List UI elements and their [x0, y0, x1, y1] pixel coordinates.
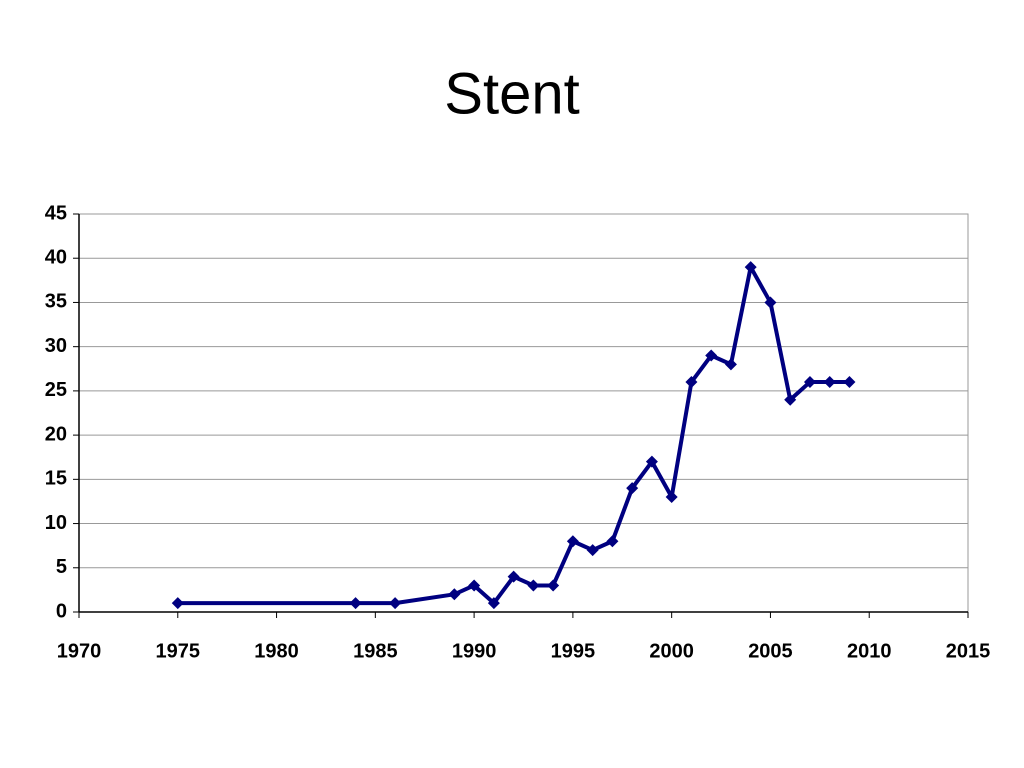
data-marker — [507, 570, 520, 583]
y-tick-label: 45 — [45, 202, 67, 224]
data-marker — [566, 535, 579, 548]
data-marker — [685, 376, 698, 389]
y-tick-label: 10 — [45, 512, 67, 534]
data-marker — [823, 376, 836, 389]
data-marker — [744, 261, 757, 274]
data-marker — [724, 358, 737, 371]
y-tick-label: 30 — [45, 335, 67, 357]
x-tick-label: 1970 — [57, 640, 102, 662]
x-tick-label: 2000 — [649, 640, 694, 662]
data-marker — [547, 579, 560, 592]
y-tick-label: 20 — [45, 423, 67, 445]
x-tick-label: 1985 — [353, 640, 398, 662]
x-tick-label: 1975 — [156, 640, 201, 662]
data-marker — [705, 349, 718, 362]
data-marker — [626, 482, 639, 495]
data-marker — [803, 376, 816, 389]
x-tick-label: 1990 — [452, 640, 497, 662]
data-marker — [764, 296, 777, 309]
y-tick-label: 40 — [45, 247, 67, 269]
data-marker — [487, 597, 500, 610]
y-tick-label: 15 — [45, 468, 67, 490]
chart-title: Stent — [444, 61, 579, 126]
x-tick-label: 1995 — [551, 640, 596, 662]
data-marker — [665, 491, 678, 504]
y-tick-label: 25 — [45, 379, 67, 401]
x-tick-label: 2015 — [946, 640, 991, 662]
plot-area — [78, 213, 969, 613]
data-marker — [349, 597, 362, 610]
x-tick-label: 2005 — [748, 640, 793, 662]
data-marker — [389, 597, 402, 610]
x-tick-label: 1980 — [254, 640, 299, 662]
data-marker — [586, 544, 599, 557]
x-tick-label: 2010 — [847, 640, 892, 662]
data-marker — [606, 535, 619, 548]
data-marker — [843, 376, 856, 389]
data-marker — [645, 455, 658, 468]
data-marker — [527, 579, 540, 592]
y-tick-label: 35 — [45, 291, 67, 313]
data-marker — [468, 579, 481, 592]
data-marker — [171, 597, 184, 610]
data-marker — [784, 393, 797, 406]
y-tick-label: 5 — [56, 556, 67, 578]
data-marker — [448, 588, 461, 601]
y-tick-label: 0 — [56, 600, 67, 622]
